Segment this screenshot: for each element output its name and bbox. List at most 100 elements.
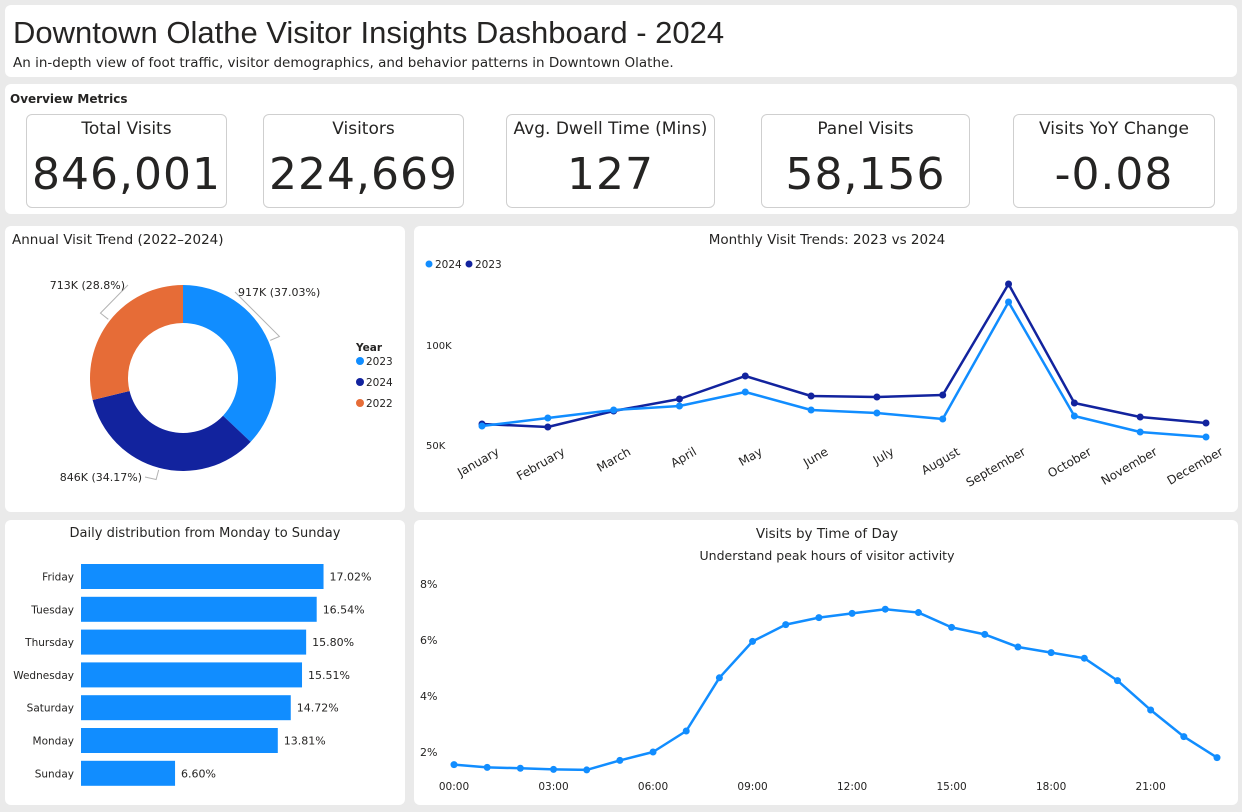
data-point[interactable] [715,674,723,682]
data-point-2024[interactable] [1005,298,1013,306]
time-of-day-line[interactable] [453,607,1218,772]
donut-slice-2022[interactable] [89,285,183,400]
daily-distribution-panel: Daily distribution from Monday to Sunday… [5,520,405,805]
data-point[interactable] [1180,733,1188,741]
x-tick-label: December [1165,444,1226,487]
data-point[interactable] [1113,677,1121,685]
bar-data-label: 16.54% [323,603,365,616]
data-point-2024[interactable] [873,409,881,417]
data-point[interactable] [483,763,491,771]
data-point-2024[interactable] [1136,428,1144,436]
data-point[interactable] [782,621,790,629]
chart-title: Daily distribution from Monday to Sunday [70,526,341,541]
legend-item-2023[interactable]: 2023 [366,356,393,368]
data-point[interactable] [815,614,823,622]
data-point-2023[interactable] [1202,419,1210,427]
data-point[interactable] [848,609,856,617]
y-tick-label: 4% [420,690,437,703]
data-point-2023[interactable] [544,423,552,431]
data-point-2023[interactable] [807,392,815,400]
data-point-2024[interactable] [478,422,486,430]
legend-item-2023[interactable]: 2023 [475,259,502,271]
x-tick-label: August [919,444,963,477]
annual-visit-trend-panel: Annual Visit Trend (2022–2024) 917K (37.… [5,226,405,512]
data-point[interactable] [948,623,956,631]
bar-data-label: 13.81% [284,735,326,748]
page-title: Downtown Olathe Visitor Insights Dashboa… [13,15,725,50]
data-point[interactable] [1014,643,1022,651]
metric-card-total-visits[interactable]: Total Visits 846,001 [26,114,227,208]
chart-title: Annual Visit Trend (2022–2024) [12,232,224,248]
legend-item-2022[interactable]: 2022 [366,398,393,410]
data-point[interactable] [881,605,889,613]
chart-title: Visits by Time of Day [756,526,898,542]
metric-label: Avg. Dwell Time (Mins) [513,119,708,139]
bar-monday[interactable] [81,728,278,753]
series-line-2023[interactable] [481,282,1207,429]
data-point[interactable] [450,761,458,769]
data-point-2024[interactable] [610,406,618,414]
metric-card-visitors[interactable]: Visitors 224,669 [263,114,464,208]
metric-label: Visitors [332,119,395,139]
x-tick-label: 12:00 [837,781,867,793]
data-point-2024[interactable] [1202,433,1210,441]
y-tick-label: 2% [420,746,437,759]
donut-slice-2023[interactable] [183,285,277,442]
metric-card-visits-yoy-change[interactable]: Visits YoY Change -0.08 [1013,114,1215,208]
data-point[interactable] [616,756,624,764]
data-point[interactable] [1047,649,1055,657]
donut-data-label: 917K (37.03%) [238,286,320,299]
legend-marker-2023 [356,357,364,365]
donut-slice-2024[interactable] [92,390,251,471]
overview-metrics-panel: Overview Metrics Total Visits 846,001 Vi… [5,84,1237,214]
data-point[interactable] [1080,654,1088,662]
bar-sunday[interactable] [81,760,176,786]
data-point-2024[interactable] [544,414,552,422]
legend-item-2024[interactable]: 2024 [366,377,393,389]
data-point[interactable] [914,609,922,617]
monthly-visit-trends-chart: Monthly Visit Trends: 2023 vs 2024 2024 2… [425,232,1226,490]
bar-category-label: Sunday [35,768,74,780]
data-point-2024[interactable] [675,402,683,410]
y-tick-label: 8% [420,578,437,591]
bar-tuesday[interactable] [81,596,317,622]
chart-subtitle: Understand peak hours of visitor activit… [700,548,956,563]
data-point[interactable] [583,766,591,774]
bar-thursday[interactable] [81,629,307,655]
data-point-2023[interactable] [1070,399,1078,407]
x-tick-label: July [870,444,897,467]
bar-saturday[interactable] [81,695,291,721]
data-point[interactable] [682,727,690,735]
metric-value: 127 [567,149,654,200]
data-point[interactable] [649,748,657,756]
series-line-2024[interactable] [481,300,1207,439]
data-point-2023[interactable] [1136,413,1144,421]
bar-category-label: Monday [33,736,74,748]
data-point-2023[interactable] [1005,280,1013,288]
data-point-2024[interactable] [741,388,749,396]
legend-marker-2022 [356,399,364,407]
data-point[interactable] [981,630,989,638]
data-point[interactable] [516,764,524,772]
data-point-2023[interactable] [939,391,947,399]
legend-item-2024[interactable]: 2024 [435,259,462,271]
y-tick-label: 100K [426,341,452,352]
metric-card-panel-visits[interactable]: Panel Visits 58,156 [761,114,970,208]
bar-wednesday[interactable] [81,662,303,688]
data-point[interactable] [1213,754,1221,762]
data-point-2023[interactable] [675,395,683,403]
bar-category-label: Thursday [24,637,74,649]
data-point[interactable] [550,765,558,773]
bar-friday[interactable] [81,564,324,589]
bar-category-label: Friday [42,572,74,584]
data-point-2023[interactable] [873,393,881,401]
data-point[interactable] [1147,706,1155,714]
data-point-2024[interactable] [939,415,947,423]
metric-value: -0.08 [1054,149,1174,200]
data-point-2024[interactable] [807,406,815,414]
data-point[interactable] [749,637,757,645]
metric-card-avg-dwell-time[interactable]: Avg. Dwell Time (Mins) 127 [506,114,715,208]
data-point-2024[interactable] [1070,412,1078,420]
x-tick-label: 09:00 [737,781,767,793]
data-point-2023[interactable] [741,372,749,380]
